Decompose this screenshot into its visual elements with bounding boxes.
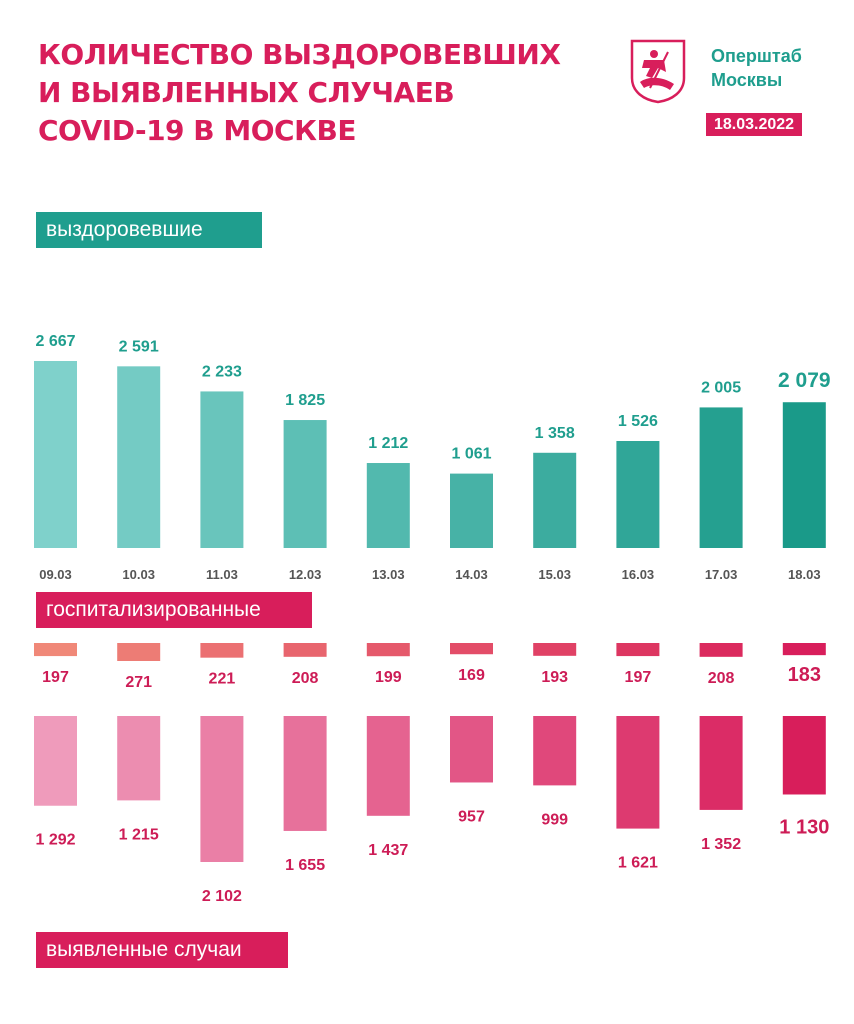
hospitalized-value-label: 197 [42,669,69,686]
org-line-1: Оперштаб [711,46,802,66]
moscow-coat-of-arms-icon [630,39,686,104]
hospitalized-value-label: 183 [788,664,821,686]
recovered-bar [616,441,660,548]
hospitalized-value-label: 221 [209,671,236,688]
cases-value-label: 1 352 [701,836,741,853]
date-tick-label: 11.03 [206,567,238,582]
recovered-bar [699,407,743,548]
hospitalized-bar [200,643,244,658]
hospitalized-bar [616,643,660,657]
date-tick-label: 17.03 [705,567,738,582]
section-label-cases: выявленные случаи [36,932,288,968]
cases-bar [283,716,327,831]
cases-value-label: 1 621 [618,855,658,872]
date-tick-label: 15.03 [538,567,571,582]
cases-value-label: 1 130 [779,816,829,838]
recovered-value-label: 1 061 [451,446,491,463]
hospitalized-bar [450,643,493,655]
date-tick-label: 18.03 [788,567,821,582]
chart-title: КОЛИЧЕСТВО ВЫЗДОРОВЕВШИХ И ВЫЯВЛЕННЫХ СЛ… [38,36,561,150]
cases-value-label: 957 [458,808,485,825]
org-line-2: Москвы [711,70,783,90]
cases-bar [450,716,493,783]
title-line-1: КОЛИЧЕСТВО ВЫЗДОРОВЕВШИХ [38,38,561,71]
cases-value-label: 2 102 [202,888,242,905]
hospitalized-value-label: 169 [458,667,485,684]
hospitalized-bar [782,643,826,656]
date-tick-label: 12.03 [289,567,322,582]
hospitalized-bar [366,643,410,657]
recovered-value-label: 2 667 [35,333,75,350]
recovered-bar [366,463,410,548]
recovered-bar [533,452,577,548]
hospitalized-value-label: 197 [625,669,652,686]
recovered-value-label: 1 526 [618,413,658,430]
cases-value-label: 1 437 [368,842,408,859]
cases-bar [117,716,161,801]
hospitalized-bar [533,643,577,656]
hospitalized-value-label: 271 [125,674,152,691]
hospitalized-bar [283,643,327,657]
recovered-value-label: 1 825 [285,392,325,409]
recovered-value-label: 2 591 [119,338,159,355]
recovered-value-label: 2 005 [701,379,741,396]
hospitalized-value-label: 193 [541,669,568,686]
recovered-value-label: 1 212 [368,435,408,452]
date-tick-label: 16.03 [622,567,655,582]
section-label-hospitalized: госпитализированные [36,592,312,628]
cases-bar [616,716,660,829]
cases-value-label: 1 292 [35,832,75,849]
date-tick-label: 10.03 [122,567,155,582]
cases-bar [533,716,577,786]
recovered-bar [450,473,493,548]
date-tick-label: 14.03 [455,567,488,582]
cases-value-label: 1 655 [285,857,325,874]
hospitalized-bar [34,643,77,657]
cases-value-label: 999 [541,811,568,828]
title-line-3: COVID-19 В МОСКВЕ [38,114,356,147]
recovered-bar [782,402,826,548]
cases-bar [699,716,743,810]
cases-value-label: 1 215 [119,826,159,843]
hospitalized-bar [117,643,161,661]
hospitalized-value-label: 208 [708,670,735,687]
recovered-value-label: 2 233 [202,363,242,380]
hospitalized-value-label: 208 [292,670,319,687]
date-tick-label: 09.03 [39,567,72,582]
section-label-recovered: выздоровевшие [36,212,262,248]
recovered-bar [34,361,77,548]
hospitalized-value-label: 199 [375,669,402,686]
cases-bar [782,716,826,795]
recovered-bar [117,366,161,548]
recovered-value-label: 2 079 [778,369,831,392]
hospitalized-bar [699,643,743,657]
date-badge: 18.03.2022 [706,113,803,136]
title-line-2: И ВЫЯВЛЕННЫХ СЛУЧАЕВ [38,76,455,109]
cases-bar [34,716,77,806]
cases-bar [366,716,410,816]
recovered-value-label: 1 358 [535,425,575,442]
recovered-bar [283,420,327,548]
org-name: Оперштаб Москвы [711,44,802,92]
recovered-bar [200,391,244,548]
date-tick-label: 13.03 [372,567,405,582]
cases-bar [200,716,244,862]
